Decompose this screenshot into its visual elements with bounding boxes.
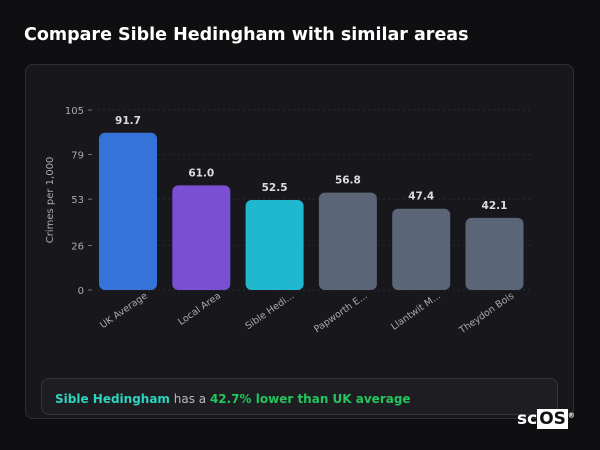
y-tick-label: 105 (65, 106, 84, 117)
logo-prefix: sc (517, 409, 538, 429)
y-tick-label: 0 (78, 286, 84, 297)
x-tick-label: Local Area (176, 290, 223, 327)
summary-box: Sible Hedingham has a 42.7% lower than U… (41, 378, 558, 415)
data-label: 52.5 (262, 182, 288, 194)
x-tick-label: Llantwit M... (389, 290, 443, 332)
y-axis-label: Crimes per 1,000 (45, 157, 56, 244)
bar (392, 208, 451, 290)
logo-mark: ® (567, 411, 575, 420)
area-name: Sible Hedingham (55, 392, 170, 406)
comparison-highlight: 42.7% lower than UK average (209, 392, 411, 406)
data-label: 56.8 (335, 175, 361, 187)
bar (465, 217, 524, 290)
bar (172, 185, 231, 290)
x-tick-label: UK Average (98, 290, 150, 331)
bar (245, 200, 304, 290)
y-tick-label: 53 (71, 195, 84, 206)
bar (99, 132, 157, 290)
y-tick-label: 79 (71, 151, 84, 162)
page-title: Compare Sible Hedingham with similar are… (24, 25, 469, 45)
data-label: 42.1 (482, 200, 508, 212)
y-tick-label: 26 (71, 241, 84, 252)
logo-box: OS (537, 409, 568, 429)
x-tick-label: Papworth E... (312, 290, 369, 335)
scos-logo: sc OS ® (517, 409, 575, 429)
bar (318, 192, 377, 290)
data-label: 61.0 (188, 167, 214, 179)
data-label: 47.4 (408, 191, 434, 203)
x-tick-label: Theydon Bois (457, 290, 517, 336)
x-tick-label: Sible Hedi... (243, 290, 296, 332)
summary-text: has a (169, 392, 210, 406)
data-label: 91.7 (115, 115, 141, 127)
